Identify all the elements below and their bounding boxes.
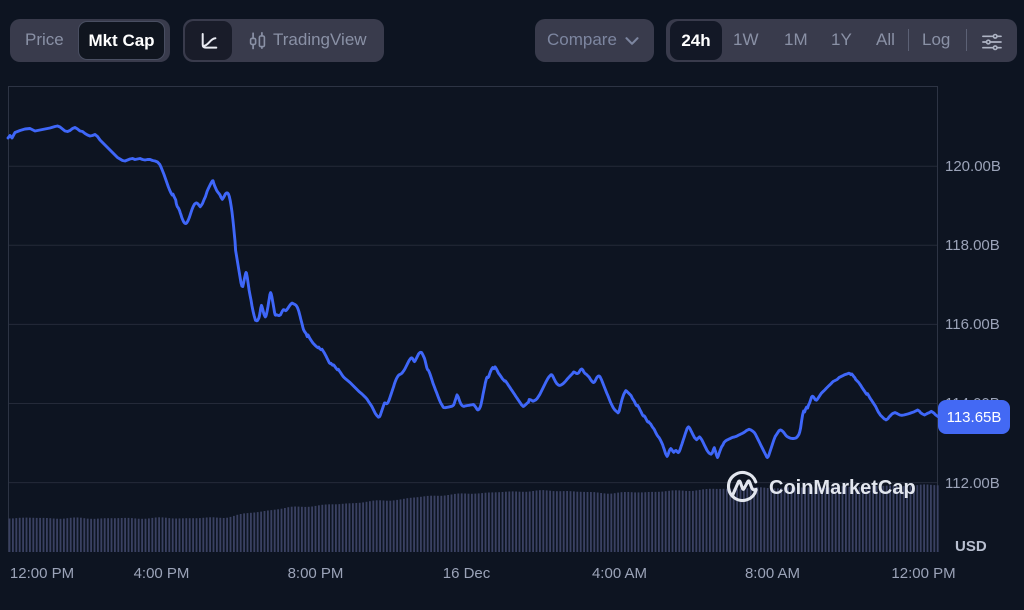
- svg-text:116.00B: 116.00B: [945, 316, 1000, 333]
- svg-text:113.65B: 113.65B: [947, 409, 1002, 426]
- svg-text:120.00B: 120.00B: [945, 158, 1001, 175]
- svg-text:12:00 PM: 12:00 PM: [891, 565, 955, 582]
- svg-text:16 Dec: 16 Dec: [443, 565, 491, 582]
- svg-text:8:00 AM: 8:00 AM: [745, 565, 800, 582]
- svg-text:12:00 PM: 12:00 PM: [10, 565, 74, 582]
- svg-text:4:00 PM: 4:00 PM: [134, 565, 190, 582]
- svg-text:USD: USD: [955, 538, 987, 555]
- svg-text:112.00B: 112.00B: [945, 475, 1000, 492]
- svg-text:CoinMarketCap: CoinMarketCap: [769, 477, 916, 499]
- svg-text:8:00 PM: 8:00 PM: [288, 565, 344, 582]
- svg-text:4:00 AM: 4:00 AM: [592, 565, 647, 582]
- svg-text:118.00B: 118.00B: [945, 237, 1000, 254]
